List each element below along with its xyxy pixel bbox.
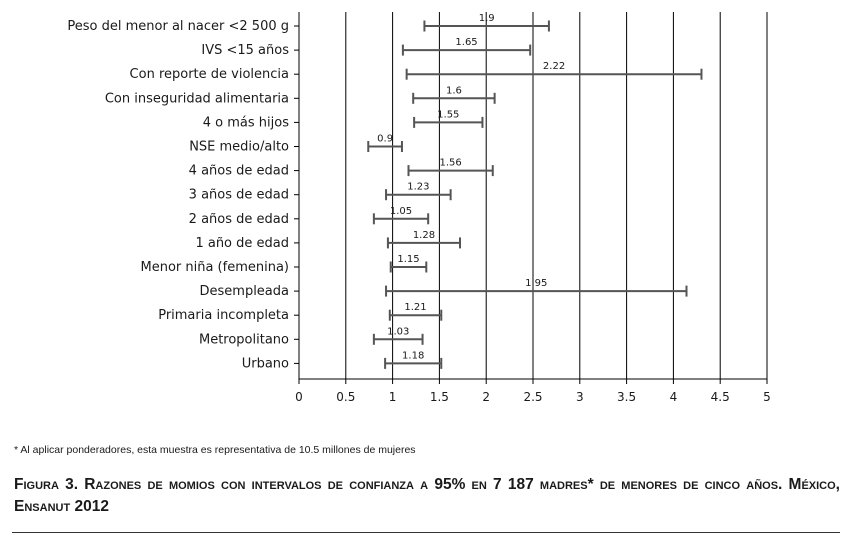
estimate-label: 1.21 [404,302,426,313]
interval-row: 1.21 [388,302,443,321]
interval-row: 1.56 [407,158,494,177]
estimate-label: 1.28 [413,230,435,241]
interval-row: 0.9 [367,134,403,152]
estimate-label: 1.15 [397,254,419,265]
x-tick-label: 3 [576,390,584,404]
estimate-label: 1.65 [455,37,477,48]
category-label: Primaria incompleta [158,308,289,323]
x-tick-label: 0.5 [336,390,355,404]
x-tick-label: 1 [389,390,397,404]
estimate-label: 1.6 [446,85,462,96]
footnote: * Al aplicar ponderadores, esta muestra … [14,444,416,456]
category-labels: Peso del menor al nacer <2 500 g IVS <15 … [67,19,289,371]
category-label: 3 años de edad [189,188,289,203]
estimate-label: 0.9 [377,134,393,145]
category-label: Menor niña (femenina) [140,260,289,275]
interval-row: 1.6 [412,85,496,104]
estimate-label: 1.9 [479,13,495,24]
category-label: IVS <15 años [201,43,289,58]
interval-row: 1.05 [372,206,430,225]
interval-row: 1.03 [372,326,424,345]
x-tick-label: 1.5 [430,390,449,404]
interval-row: 1.28 [386,230,461,249]
category-label: Peso del menor al nacer <2 500 g [67,19,289,34]
category-label: Con reporte de violencia [130,67,289,82]
estimate-label: 1.05 [390,206,412,217]
interval-row: 1.9 [423,13,550,32]
x-axis: 0 0.5 1 1.5 2 2.5 3 3.5 4 4.5 5 [294,12,771,404]
estimate-label: 1.03 [387,326,409,337]
figure-caption: Figura 3. Razones de momios con interval… [14,476,840,515]
interval-row: 2.22 [405,61,703,80]
category-label: Con inseguridad alimentaria [105,91,289,106]
category-label: Metropolitano [199,332,289,347]
category-label: NSE medio/alto [189,140,289,155]
x-tick-label: 3.5 [617,390,636,404]
forest-plot: 1.91.652.221.61.550.91.561.231.051.281.1… [67,12,771,404]
x-tick-label: 0 [295,390,303,404]
x-tick-label: 4.5 [711,390,730,404]
category-label: 1 año de edad [195,236,289,251]
x-tick-label: 2.5 [523,390,542,404]
interval-row: 1.23 [385,182,452,201]
category-label: Urbano [242,356,289,371]
estimate-label: 2.22 [543,61,565,72]
x-tick-label: 2 [482,390,490,404]
interval-row: 1.65 [401,37,532,56]
x-tick-label: 4 [670,390,678,404]
category-label: 4 años de edad [189,164,289,179]
interval-row: 1.18 [384,350,443,369]
bottom-rule [12,532,840,533]
estimate-label: 1.18 [402,350,424,361]
interval-row: 1.15 [389,254,428,273]
grid-lines [345,12,768,379]
x-tick-label: 5 [763,390,771,404]
category-label: 4 o más hijos [203,115,289,130]
category-label: 2 años de edad [189,212,289,227]
estimate-label: 1.23 [407,182,429,193]
estimate-label: 1.56 [439,158,461,169]
estimate-label: 1.55 [437,109,459,120]
estimate-label: 1.95 [525,278,547,289]
confidence-intervals: 1.9 1.65 2.22 1.6 1.55 0.9 1.56 1.23 1.05 1.28 1.1… [367,13,703,369]
interval-row: 1.95 [385,278,688,297]
interval-row: 1.55 [413,109,484,128]
category-label: Desempleada [200,284,290,299]
